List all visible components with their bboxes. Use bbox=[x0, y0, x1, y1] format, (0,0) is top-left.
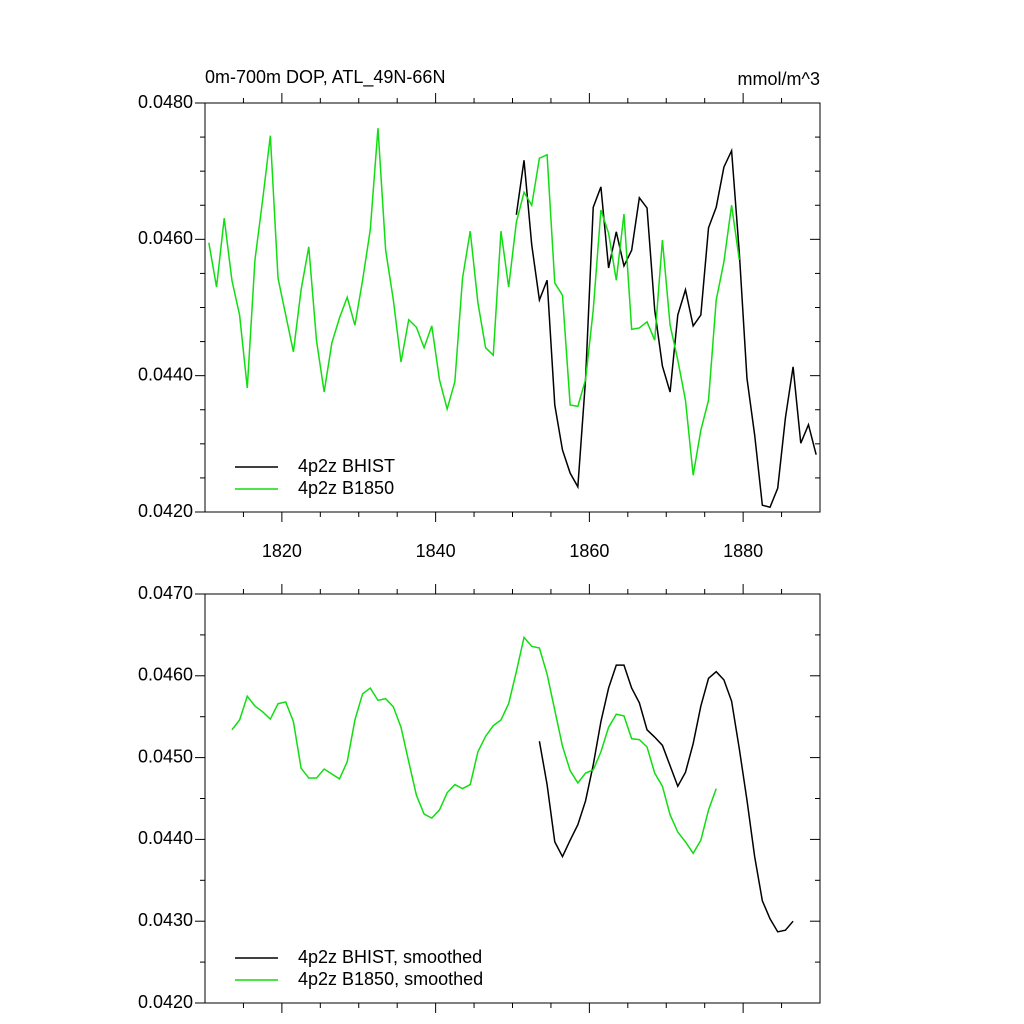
x-tick-label: 1840 bbox=[416, 541, 456, 561]
y-tick-label: 0.0420 bbox=[138, 501, 193, 521]
y-tick-label: 0.0450 bbox=[138, 746, 193, 766]
y-tick-label: 0.0420 bbox=[138, 992, 193, 1012]
y-tick-label: 0.0440 bbox=[138, 364, 193, 384]
legend-label: 4p2z BHIST, smoothed bbox=[298, 947, 482, 967]
plot-frame bbox=[204, 102, 821, 513]
x-tick-label: 1860 bbox=[569, 541, 609, 561]
legend-label: 4p2z BHIST bbox=[298, 456, 395, 476]
units-label: mmol/m^3 bbox=[738, 69, 820, 89]
plot-frame bbox=[204, 593, 821, 1004]
y-tick-label: 0.0460 bbox=[138, 665, 193, 685]
series-line bbox=[538, 664, 794, 933]
y-tick-label: 0.0470 bbox=[138, 583, 193, 603]
y-tick-label: 0.0480 bbox=[138, 92, 193, 112]
chart-title: 0m-700m DOP, ATL_49N-66N bbox=[205, 67, 445, 88]
y-tick-label: 0.0430 bbox=[138, 910, 193, 930]
y-tick-label: 0.0460 bbox=[138, 228, 193, 248]
x-tick-label: 1820 bbox=[262, 541, 302, 561]
x-tick-label: 1880 bbox=[723, 541, 763, 561]
legend-label: 4p2z B1850 bbox=[298, 478, 394, 498]
legend-label: 4p2z B1850, smoothed bbox=[298, 969, 483, 989]
y-tick-label: 0.0440 bbox=[138, 828, 193, 848]
series-line bbox=[231, 635, 717, 855]
series-line bbox=[208, 128, 741, 476]
series-line bbox=[515, 147, 817, 509]
